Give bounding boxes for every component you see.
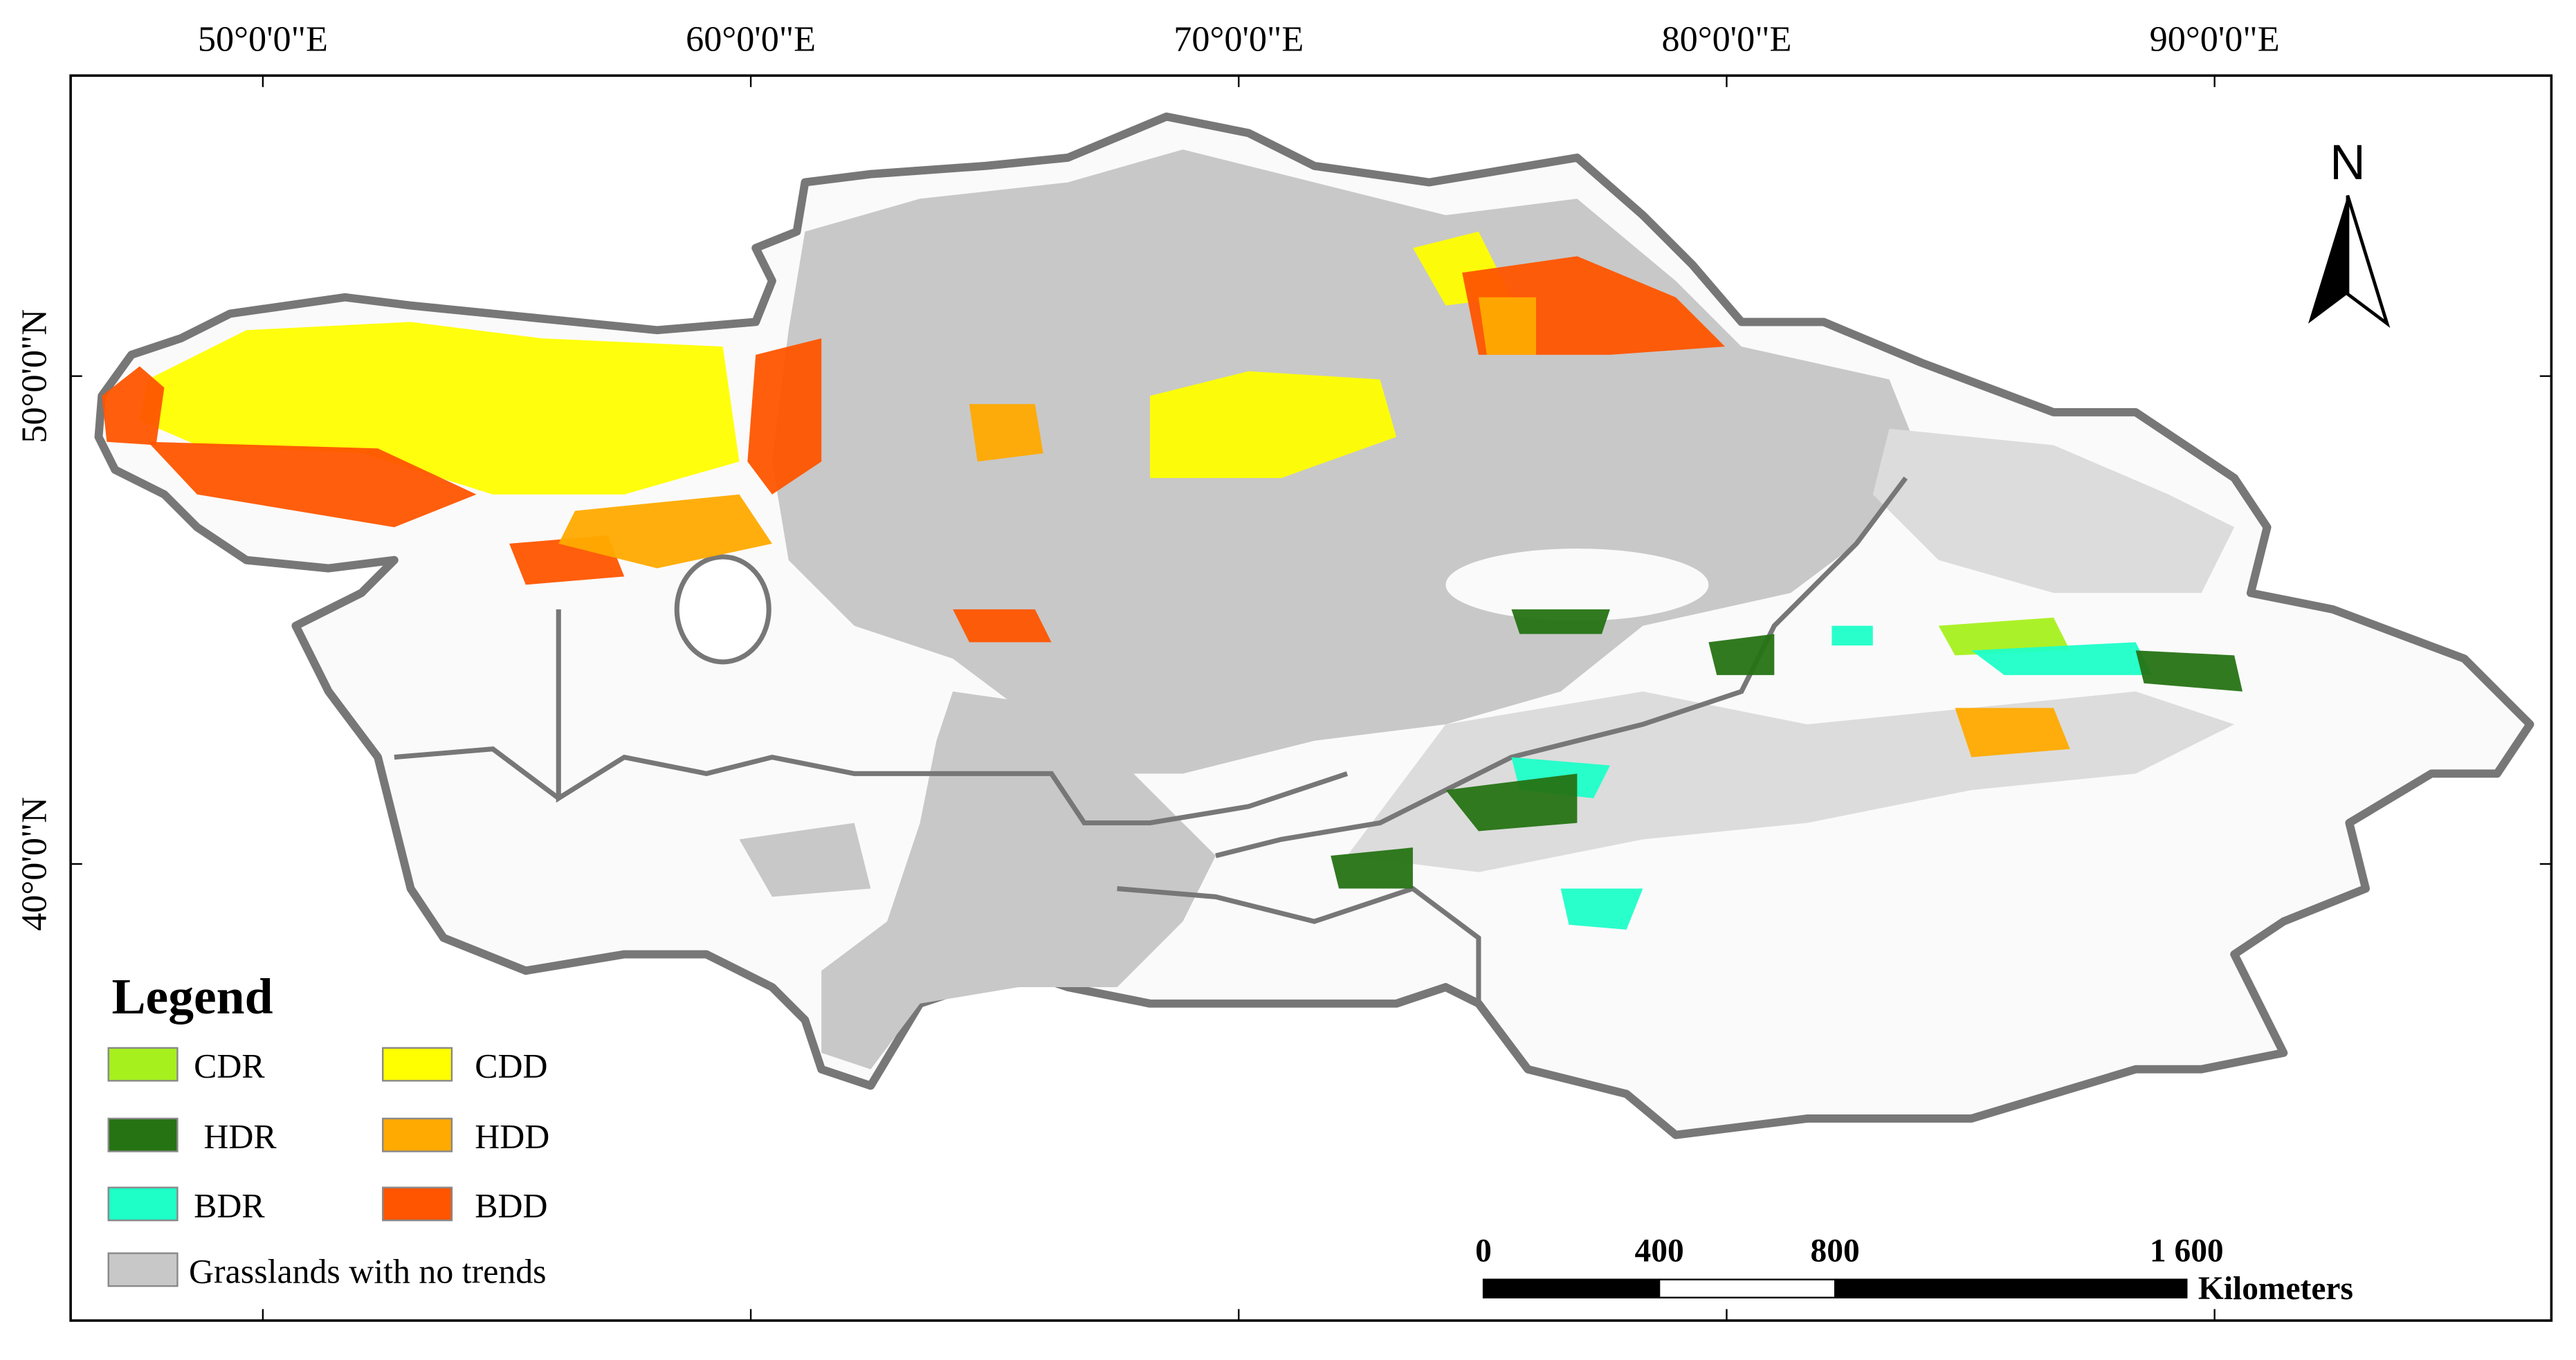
trend-patch: [1955, 708, 2070, 757]
grassland-area: [821, 691, 1216, 1069]
legend-swatch: [107, 1117, 179, 1152]
trend-patch: [1478, 297, 1537, 355]
north-arrow-right: [2346, 194, 2391, 329]
trend-patch: [1511, 609, 1610, 634]
lon-label: 70°0'0"E: [1173, 19, 1304, 59]
graticule-labels: 50°0'0"E 60°0'0"E 70°0'0"E 80°0'0"E 90°0'0"E…: [14, 19, 2552, 1321]
legend-label: BDR: [194, 1186, 265, 1224]
lon-label: 90°0'0"E: [2150, 19, 2280, 59]
border: [1215, 476, 1908, 858]
north-label: N: [2330, 136, 2365, 190]
scale-label: 0: [1475, 1233, 1492, 1269]
north-arrow-left: [2308, 195, 2348, 324]
lon-label: 60°0'0"E: [686, 19, 816, 59]
legend-label: HDD: [475, 1118, 549, 1156]
trend-patch: [147, 441, 477, 528]
trend-patch: [102, 366, 165, 445]
legend-swatch: [107, 1047, 179, 1082]
trend-patch: [747, 338, 822, 495]
legend-swatch: [382, 1117, 453, 1152]
lat-label: 50°0'0"N: [14, 309, 54, 443]
scale-bar: Kilometers 0 400 800 1 600: [1475, 1233, 2353, 1307]
legend-label: HDR: [203, 1118, 277, 1156]
scale-segment: [1482, 1278, 1661, 1298]
trend-patch: [1445, 773, 1578, 831]
border: [394, 746, 560, 800]
legend-label: CDD: [475, 1047, 547, 1085]
border: [1117, 885, 1481, 1004]
lon-label: 50°0'0"E: [198, 19, 328, 59]
legend-label: CDR: [194, 1047, 265, 1085]
trend-patch: [1831, 625, 1873, 646]
scale-unit: Kilometers: [2198, 1271, 2353, 1307]
trend-patch: [953, 609, 1052, 643]
aral-sea: [674, 554, 771, 665]
north-arrow: N: [2308, 136, 2391, 329]
trend-patch: [2135, 650, 2243, 692]
legend-label: Grasslands with no trends: [189, 1252, 547, 1290]
trend-patch: [1331, 847, 1413, 889]
trend-patch: [1938, 617, 2070, 656]
scale-label: 800: [1811, 1233, 1860, 1269]
trend-patch: [558, 494, 772, 569]
scale-label: 1 600: [2150, 1233, 2224, 1269]
trend-patch: [1971, 642, 2153, 675]
trend-patch: [1150, 371, 1397, 478]
basin-gap: [1445, 549, 1709, 621]
trend-patches: [102, 231, 2243, 930]
lat-label: 40°0'0"N: [14, 797, 54, 931]
legend-swatch: [107, 1252, 179, 1287]
border: [556, 609, 1349, 826]
legend: Legend CDR HDR BDR CDD HDD BDD Grasslands with…: [107, 968, 549, 1290]
trend-patch: [969, 404, 1043, 462]
legend-label: BDD: [475, 1186, 547, 1224]
lon-label: 80°0'0"E: [1661, 19, 1791, 59]
legend-title: Legend: [111, 968, 273, 1024]
scale-label: 400: [1635, 1233, 1684, 1269]
legend-swatch: [382, 1186, 453, 1222]
legend-swatch: [382, 1047, 453, 1082]
trend-patch: [139, 322, 740, 495]
trend-patch: [1560, 888, 1643, 930]
scale-segment: [1834, 1278, 2188, 1298]
legend-swatch: [107, 1186, 179, 1222]
grassland-area: [739, 823, 871, 897]
trend-patch: [1708, 634, 1775, 675]
scale-segment: [1658, 1278, 1836, 1298]
grassland-area: [1872, 428, 2235, 594]
